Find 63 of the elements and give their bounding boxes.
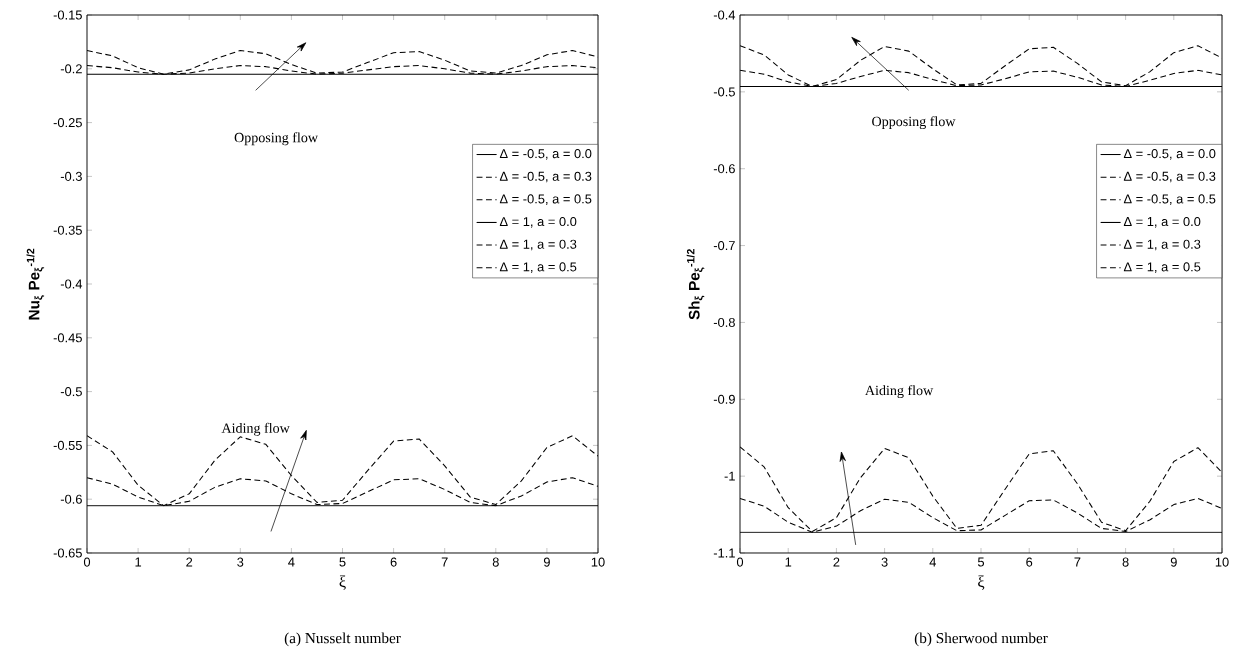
x-tick-label: 5 [339, 557, 346, 567]
y-tick-label: -0.6 [713, 164, 735, 174]
x-tick-label: 9 [543, 557, 550, 567]
y-tick-label: -0.8 [713, 317, 735, 327]
y-tick-label: -0.3 [60, 171, 82, 181]
x-tick-label: 10 [591, 557, 605, 567]
x-tick-label: 8 [1122, 557, 1129, 567]
y-tick-label: -1 [724, 471, 735, 481]
y-tick-label: -0.7 [713, 241, 735, 251]
x-tick-label: 10 [1215, 557, 1229, 567]
x-axis-title: ξ [978, 575, 985, 590]
y-tick-label: -0.35 [53, 225, 82, 235]
legend-label: Δ = 1, a = 0.5 [1123, 262, 1201, 273]
x-tick-label: 7 [441, 557, 448, 567]
legend-label: Δ = -0.5, a = 0.3 [1123, 171, 1216, 183]
legend-label: Δ = -0.5, a = 0.5 [1123, 194, 1216, 205]
legend-label: Δ = 1, a = 0.0 [1123, 217, 1201, 228]
x-tick-label: 2 [186, 557, 193, 567]
x-tick-label: 6 [1026, 557, 1033, 567]
annotation: Aiding flow [865, 385, 934, 399]
x-tick-label: 8 [492, 557, 499, 567]
y-tick-label: -0.4 [713, 10, 736, 20]
y-tick-label: -0.45 [53, 333, 82, 343]
legend-label: Δ = -0.5, a = 0.0 [499, 149, 592, 160]
legend-label: Δ = 1, a = 0.5 [499, 262, 577, 273]
y-tick-label: -0.6 [60, 494, 82, 504]
x-tick-label: 6 [390, 557, 397, 567]
y-tick-label: -0.5 [713, 87, 735, 97]
y-axis-title: Nu$_{ξ}$ Pe$_{ξ}$-1/2 [26, 248, 45, 320]
y-tick-label: -0.4 [60, 279, 83, 289]
annotation: Opposing flow [872, 116, 956, 130]
legend-label: Δ = -0.5, a = 0.5 [499, 194, 592, 205]
annotation: Opposing flow [234, 132, 318, 146]
y-axis-title: Sh$_{ξ}$ Pe$_{ξ}$-1/2 [686, 249, 705, 320]
x-tick-label: 4 [929, 557, 936, 567]
text: (b) Sherwood number [914, 632, 1048, 647]
y-tick-label: -1.1 [713, 548, 735, 558]
y-tick-label: -0.9 [713, 394, 735, 404]
annotation: Aiding flow [221, 422, 290, 436]
x-axis-title: ξ [339, 575, 346, 590]
x-tick-label: 3 [881, 557, 888, 567]
x-tick-label: 5 [977, 557, 985, 567]
x-tick-label: 0 [736, 557, 744, 567]
y-tick-label: -0.25 [53, 118, 82, 128]
y-tick-label: -0.55 [53, 440, 82, 450]
text: (a) Nusselt number [284, 632, 401, 647]
legend-label: Δ = 1, a = 0.3 [1123, 239, 1201, 251]
y-tick-label: -0.2 [60, 64, 82, 74]
x-tick-label: 1 [785, 557, 792, 567]
x-tick-label: 2 [833, 557, 840, 567]
legend-label: Δ = -0.5, a = 0.0 [1123, 149, 1216, 160]
legend-label: Δ = -0.5, a = 0.3 [499, 171, 592, 183]
y-tick-label: -0.65 [53, 548, 82, 558]
y-tick-label: -0.15 [53, 10, 82, 20]
x-tick-label: 7 [1074, 557, 1081, 567]
x-tick-label: 1 [135, 557, 142, 567]
x-tick-label: 3 [237, 557, 244, 567]
x-tick-label: 4 [288, 557, 295, 567]
legend-label: Δ = 1, a = 0.0 [499, 217, 577, 228]
x-tick-label: 9 [1170, 557, 1177, 567]
legend-label: Δ = 1, a = 0.3 [499, 239, 577, 251]
y-tick-label: -0.5 [60, 387, 82, 397]
x-tick-label: 0 [83, 557, 91, 567]
